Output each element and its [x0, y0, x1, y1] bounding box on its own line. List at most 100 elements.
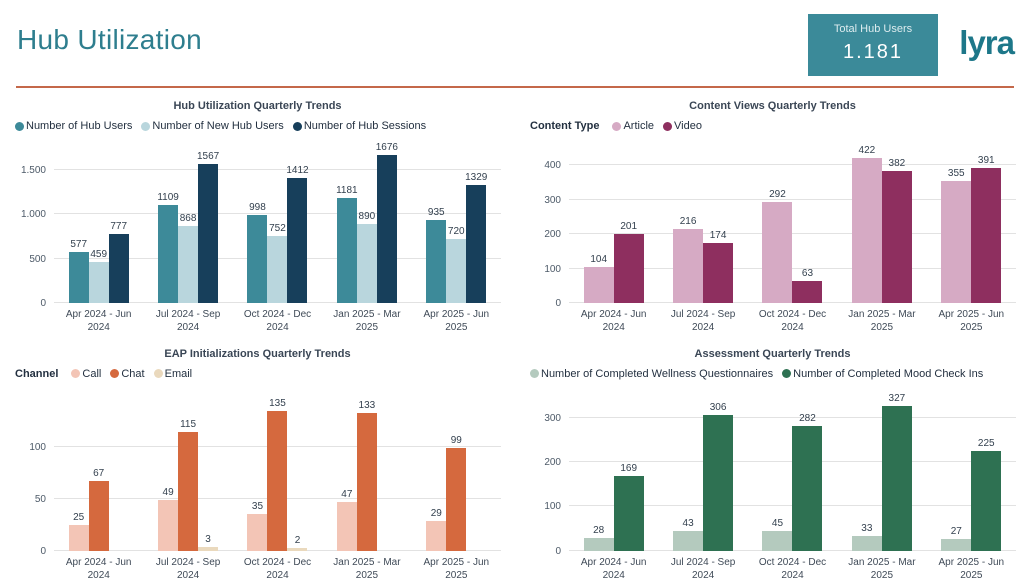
- bar-article[interactable]: 292: [762, 189, 793, 303]
- bar-number-of-hub-sessions[interactable]: 1676: [376, 142, 398, 303]
- bar-group-jul-2024-sep-2024: 1109 868 1567: [157, 148, 219, 303]
- bar-value-label: 282: [799, 412, 816, 424]
- legend-item-number-of-completed-wellness-questionnaires[interactable]: Number of Completed Wellness Questionnai…: [530, 368, 773, 380]
- bar-chat[interactable]: 135: [267, 398, 288, 551]
- legend-item-chat[interactable]: Chat: [110, 367, 145, 380]
- legend-label: Number of Hub Users: [26, 120, 133, 132]
- bar-groups: 25 67 49 115 3 35 135 2 47 133 29 99: [54, 396, 501, 551]
- bar-value-label: 27: [950, 525, 962, 537]
- plot-area: 0 50 100 25 67 49 115 3 35 135 2 47 133 29 99: [8, 396, 507, 557]
- legend-dot-icon: [110, 369, 120, 378]
- y-tick-label: 50: [34, 493, 46, 505]
- bar-video[interactable]: 391: [971, 155, 1002, 303]
- bar-number-of-new-hub-users[interactable]: 459: [88, 249, 109, 303]
- bar-video[interactable]: 174: [703, 230, 734, 303]
- bar-value-label: 35: [251, 501, 264, 513]
- bar-chat[interactable]: 67: [88, 468, 109, 551]
- bar-number-of-new-hub-users[interactable]: 890: [356, 211, 377, 303]
- bar-value-label: 292: [769, 189, 786, 201]
- bar-chat[interactable]: 115: [178, 419, 199, 551]
- bar-call[interactable]: 47: [336, 489, 357, 551]
- header-divider: [16, 86, 1014, 88]
- bar-number-of-hub-users[interactable]: 1181: [336, 185, 358, 303]
- bar-value-label: 115: [180, 418, 197, 430]
- bar-article[interactable]: 104: [583, 254, 614, 303]
- bar-email[interactable]: 2: [287, 535, 308, 551]
- gridline: [569, 416, 1016, 418]
- bar-group-apr-2025-jun-2025: 29 99: [426, 396, 486, 551]
- chart-title: Hub Utilization Quarterly Trends: [173, 100, 342, 112]
- legend-item-number-of-new-hub-users[interactable]: Number of New Hub Users: [141, 120, 284, 132]
- legend-item-call[interactable]: Call: [71, 368, 101, 380]
- bar-number-of-hub-sessions[interactable]: 1329: [465, 172, 487, 303]
- legend-item-email[interactable]: Email: [153, 368, 192, 380]
- legend-label: Number of Completed Mood Check Ins: [793, 367, 984, 380]
- legend-item-number-of-completed-mood-check-ins[interactable]: Number of Completed Mood Check Ins: [782, 368, 983, 380]
- bar-number-of-hub-sessions[interactable]: 1567: [197, 151, 219, 303]
- chart-title: EAP Initializations Quarterly Trends: [164, 347, 351, 360]
- bar-group-oct-2024-dec-2024: 292 63: [762, 148, 823, 303]
- bar-article[interactable]: 422: [851, 145, 882, 303]
- y-tick-label: 300: [544, 194, 561, 206]
- x-axis-label: Jan 2025 - Mar 2025: [333, 309, 401, 333]
- legend-dot-icon: [612, 121, 622, 131]
- chart-legend: Number of Completed Wellness Questionnai…: [515, 366, 1030, 382]
- bar-number-of-completed-mood-check-ins[interactable]: 225: [971, 438, 1002, 551]
- bar-value-label: 890: [358, 211, 376, 223]
- bar-article[interactable]: 355: [941, 168, 972, 303]
- legend-item-number-of-hub-users[interactable]: Number of Hub Users: [15, 120, 132, 132]
- x-axis-label: Oct 2024 - Dec 2024: [758, 309, 827, 333]
- x-axis: Apr 2024 - Jun 2024 Jul 2024 - Sep 2024 Oc…: [569, 556, 1016, 582]
- bar-number-of-completed-mood-check-ins[interactable]: 169: [613, 463, 644, 551]
- bar-value-label: 1109: [157, 191, 179, 203]
- y-tick-label: 0: [40, 545, 46, 557]
- bar-call[interactable]: 35: [247, 501, 268, 551]
- chart-title: Assessment Quarterly Trends: [694, 347, 851, 360]
- bar-number-of-completed-wellness-questionnaires[interactable]: 43: [673, 518, 704, 551]
- bar-chat[interactable]: 99: [446, 435, 467, 551]
- bar-number-of-completed-wellness-questionnaires[interactable]: 27: [941, 526, 972, 551]
- y-tick-label: 0: [40, 298, 46, 309]
- bar-number-of-completed-wellness-questionnaires[interactable]: 45: [762, 518, 793, 551]
- bar-number-of-hub-sessions[interactable]: 777: [108, 221, 129, 303]
- bar-call[interactable]: 29: [426, 508, 447, 551]
- chart-legend: Channel Call Chat Email: [0, 366, 515, 382]
- bar-number-of-hub-users[interactable]: 1109: [157, 192, 179, 303]
- bar-number-of-completed-wellness-questionnaires[interactable]: 33: [851, 523, 882, 551]
- bar-video[interactable]: 201: [613, 221, 644, 303]
- legend-item-article[interactable]: Article: [612, 120, 654, 132]
- bar-number-of-completed-wellness-questionnaires[interactable]: 28: [583, 525, 614, 551]
- bar-chat[interactable]: 133: [356, 400, 377, 551]
- legend-item-video[interactable]: Video: [663, 120, 702, 132]
- bar-number-of-completed-mood-check-ins[interactable]: 282: [792, 413, 823, 551]
- bar-email[interactable]: 3: [198, 534, 219, 551]
- bar-value-label: 391: [977, 155, 995, 167]
- bar-groups: 28 169 43 306 45 282 33 327 27 225: [569, 393, 1016, 551]
- bar-value-label: 67: [93, 468, 105, 480]
- bar-video[interactable]: 382: [881, 158, 912, 303]
- gridline: [54, 169, 501, 171]
- y-tick-label: 1.500: [20, 165, 46, 177]
- x-axis-label: Oct 2024 - Dec 2024: [243, 309, 312, 333]
- bar-call[interactable]: 49: [158, 487, 179, 551]
- bar-number-of-hub-sessions[interactable]: 1412: [286, 165, 309, 303]
- y-tick-label: 300: [544, 412, 561, 424]
- legend-item-number-of-hub-sessions[interactable]: Number of Hub Sessions: [292, 120, 426, 132]
- bar-video[interactable]: 63: [792, 268, 823, 303]
- bar-number-of-new-hub-users[interactable]: 752: [267, 223, 288, 303]
- bar-number-of-completed-mood-check-ins[interactable]: 306: [703, 402, 734, 551]
- bar-number-of-hub-users[interactable]: 577: [68, 239, 89, 303]
- header: Hub Utilization Total Hub Users 1.181 ly…: [0, 0, 1030, 92]
- bar-number-of-completed-mood-check-ins[interactable]: 327: [881, 393, 912, 551]
- bar-groups: 104 201 216 174 292 63 422 382 355 391: [569, 145, 1016, 303]
- bar-call[interactable]: 25: [68, 512, 89, 551]
- bar-group-apr-2025-jun-2025: 27 225: [941, 396, 1002, 551]
- bar-number-of-hub-users[interactable]: 935: [426, 207, 447, 303]
- bar-article[interactable]: 216: [673, 216, 704, 303]
- chart-title: Content Views Quarterly Trends: [689, 100, 856, 112]
- bar-number-of-new-hub-users[interactable]: 868: [178, 213, 199, 303]
- bar-number-of-new-hub-users[interactable]: 720: [446, 226, 467, 303]
- bar-value-label: 720: [447, 226, 465, 238]
- legend-label: Chat: [121, 367, 145, 380]
- bar-number-of-hub-users[interactable]: 998: [247, 202, 268, 303]
